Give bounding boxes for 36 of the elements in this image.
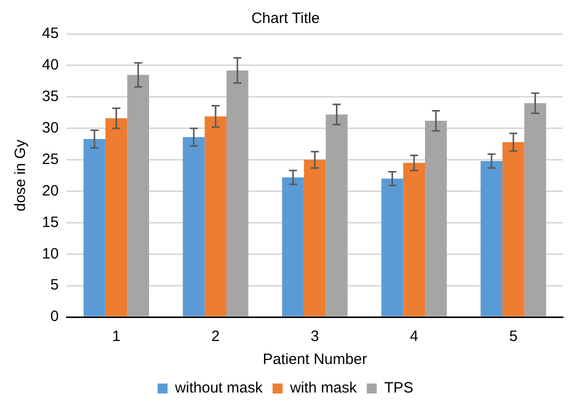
bar <box>480 161 502 316</box>
legend-label: without mask <box>174 380 264 397</box>
bar <box>326 114 348 316</box>
legend-label: TPS <box>384 380 414 397</box>
y-tick-label: 10 <box>42 245 59 262</box>
x-tick-label: 5 <box>509 328 518 346</box>
bar <box>182 137 205 316</box>
y-tick-label: 0 <box>50 308 59 326</box>
bar <box>502 142 524 316</box>
bar <box>204 116 226 316</box>
bar <box>425 120 447 316</box>
bar <box>524 103 546 316</box>
bar <box>304 160 326 316</box>
x-tick-label: 3 <box>310 328 320 346</box>
bar <box>403 162 426 316</box>
y-axis-title: dose in Gy <box>12 139 30 212</box>
bar <box>226 70 248 316</box>
chart-title: Chart Title <box>251 10 320 28</box>
x-axis-title: Patient Number <box>262 351 367 368</box>
x-tick-label: 2 <box>211 328 220 346</box>
y-tick-label: 45 <box>42 25 59 42</box>
bar <box>84 139 106 316</box>
x-tick-label: 4 <box>410 328 418 346</box>
bar <box>105 118 128 316</box>
legend-label: with mask <box>289 380 358 397</box>
x-tick-label: 1 <box>112 328 120 346</box>
bar <box>282 177 304 316</box>
bar <box>127 74 150 316</box>
y-tick-label: 20 <box>42 182 59 200</box>
bar <box>381 178 404 316</box>
y-tick-label: 40 <box>42 56 59 74</box>
y-tick-label: 30 <box>42 119 59 136</box>
y-tick-label: 5 <box>50 276 59 294</box>
y-tick-label: 35 <box>42 88 59 106</box>
y-tick-label: 25 <box>42 150 59 168</box>
y-tick-label: 15 <box>42 214 59 231</box>
